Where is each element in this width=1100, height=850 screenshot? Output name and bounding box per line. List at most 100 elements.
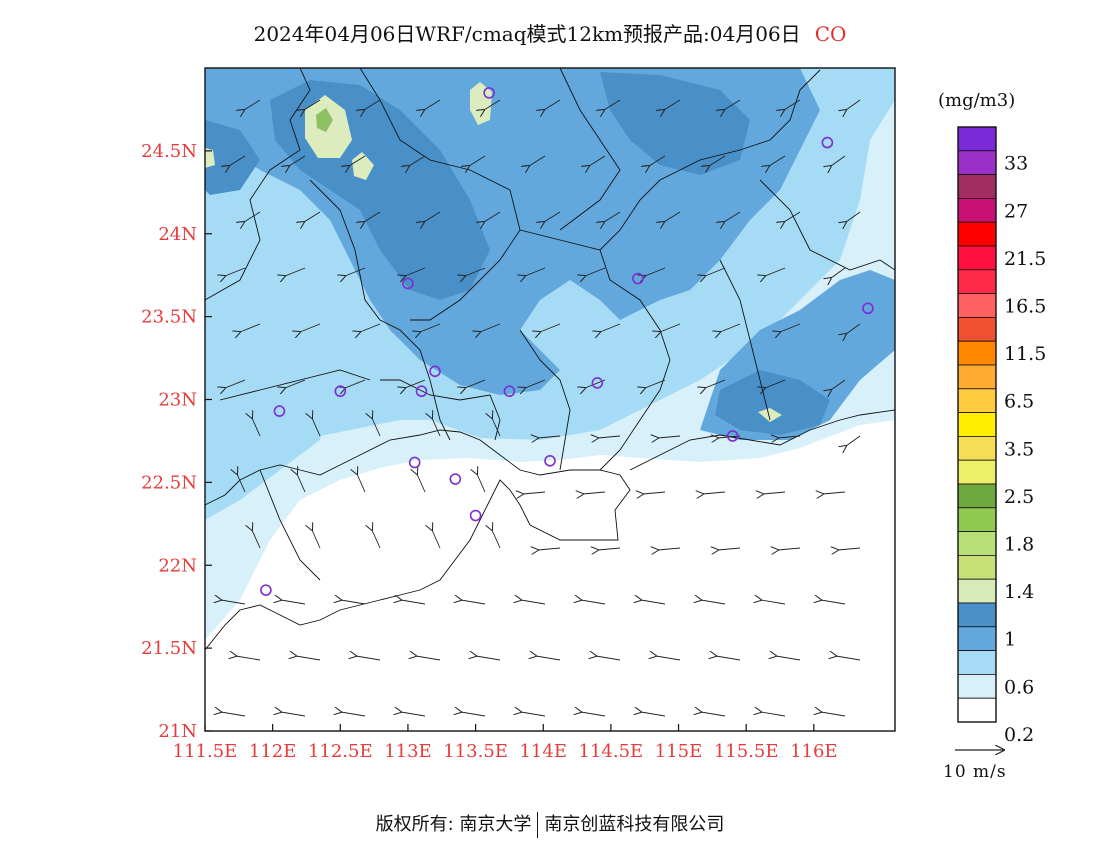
wind-arrow [544,99,561,110]
wind-arrow [244,211,261,222]
colorbar-swatch [957,507,997,532]
x-tick-label: 111.5E [173,741,238,762]
wind-arrow [544,211,561,222]
admin-9 [759,179,895,271]
wind-arrow [724,211,741,222]
wind-arrow [763,492,786,494]
wind-arrow [297,474,306,493]
colorbar-label: 2.5 [1004,486,1034,508]
station-marker [273,405,286,417]
wind-arrow [432,418,441,437]
wind-arrow [705,267,726,276]
station-marker [469,509,482,522]
wind-arrow [765,379,786,388]
colorbar-label: 1.4 [1004,581,1034,603]
colorbar: 33 27 21.5 16.5 11.5 6.5 3.5 2.5 1.8 1.4 1 0.6 0.2 [957,126,1046,746]
wind-arrow [312,418,321,437]
wind-arrow [658,548,681,550]
colorbar-swatch [957,269,997,294]
wind-arrow [701,712,726,717]
admin-10 [559,68,621,231]
wind-arrow [465,379,486,388]
wind-arrow [304,99,321,110]
wind-arrow [769,155,786,166]
x-tick-label: 113.5E [443,741,508,762]
wind-arrow [846,323,861,334]
field-peak-west [205,120,260,195]
wind-arrow [461,712,486,717]
field-max-core [316,108,333,132]
colorbar-swatch [957,197,997,223]
station-marker [632,272,644,285]
wind-reference-label: 10 m/s [943,762,1007,782]
admin-11 [219,369,371,401]
title-text: 2024年04月06日WRF/cmaq模式12km预报产品:04月06日 [253,22,801,46]
colorbar-label: 27 [1004,200,1028,222]
wind-arrow [424,99,441,110]
wind-arrow [304,211,321,222]
wind-arrow [244,99,261,110]
wind-arrow [778,436,801,438]
map-title: 2024年04月06日WRF/cmaq模式12km预报产品:04月06日 CO [0,18,1100,47]
wind-arrow [372,418,381,437]
wind-arrow [821,600,846,605]
wind-arrow [285,379,306,388]
wind-arrow [831,379,846,390]
wind-arrow [357,474,366,493]
wind-arrow [724,99,741,110]
wind-arrow [405,267,426,276]
wind-arrow [643,492,666,494]
wind-arrow [240,323,261,332]
colorbar-swatch [957,150,997,176]
colorbar-swatch [957,388,997,413]
x-tick-label: 112.5E [308,741,373,762]
wind-arrow [281,600,306,605]
admin-4 [519,69,821,251]
wind-arrow [300,323,321,332]
wind-arrow [401,712,426,717]
colorbar-swatch [957,459,997,485]
x-tick-label: 115E [655,741,703,762]
wind-arrow [364,211,381,222]
colorbar-swatch [957,602,997,628]
wind-arrow [718,548,741,550]
wind-arrow [221,600,246,605]
wind-arrow [364,99,381,110]
coastline-east [629,409,895,471]
x-tick-label: 115.5E [714,741,779,762]
copyright-right: 南京创蓝科技有限公司 [544,814,725,835]
wind-arrow [598,548,621,550]
wind-arrow [641,600,666,605]
wind-arrow [525,379,546,388]
station-marker [260,584,272,596]
wind-arrow [645,267,666,276]
colorbar-swatch [957,435,997,461]
wind-arrow [229,155,246,166]
species-label: CO [814,22,847,46]
field-max-4 [758,408,782,422]
colorbar-label: 0.2 [1004,724,1034,746]
wind-arrow [312,530,321,549]
field-max-3 [352,152,374,180]
y-tick-label: 24.5N [141,141,197,162]
wind-arrow [761,600,786,605]
wind-arrow [492,530,501,549]
y-axis: 21N 21.5N 22N 22.5N 23N 23.5N 24N 24.5N [141,141,212,742]
wind-arrow [784,99,801,110]
wind-arrow [285,267,306,276]
colorbar-swatch [957,674,997,699]
admin-3 [359,68,521,321]
wind-arrow [424,211,441,222]
wind-arrow [660,323,681,332]
colorbar-swatch [957,364,997,390]
station-marker [591,377,604,389]
field-max-5 [205,148,215,168]
wind-arrow [281,712,306,717]
field-max-2 [470,82,492,125]
y-tick-label: 24N [158,224,197,245]
wind-arrow [656,656,681,661]
wind-arrow [664,211,681,222]
boundary-lines [205,68,895,651]
station-marker [449,473,462,485]
